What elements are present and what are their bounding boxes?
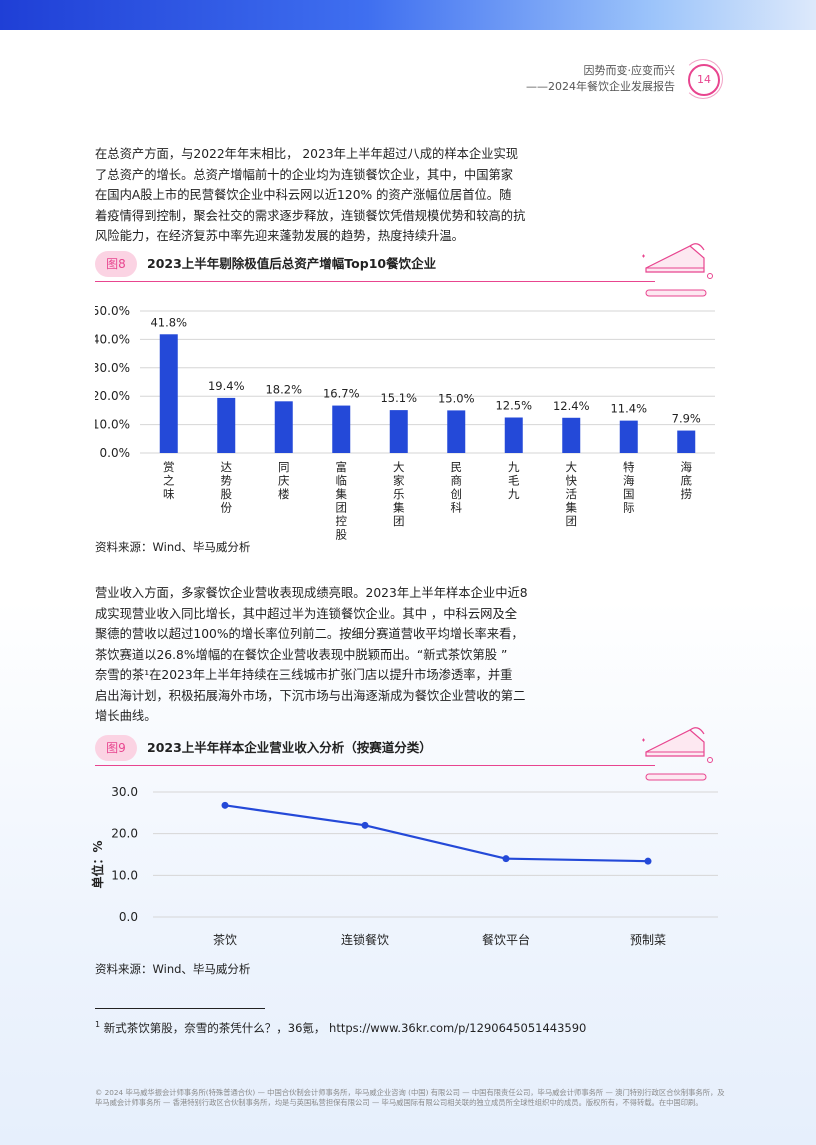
y-tick-label: 30.0 <box>111 785 138 799</box>
y-tick-label: 30.0% <box>95 361 130 375</box>
bar <box>619 420 638 453</box>
bar <box>504 417 523 453</box>
bar <box>332 405 351 453</box>
figure8-header: 图8 2023上半年剔除极值后总资产增幅Top10餐饮企业 <box>95 251 710 282</box>
text-line: 增长曲线。 <box>95 709 157 723</box>
figure9-label: 图9 <box>95 735 137 761</box>
text-line: 营业收入方面，多家餐饮企业营收表现成绩亮眼。2023年上半年样本企业中近8 <box>95 586 528 600</box>
bar <box>274 401 293 453</box>
footnote: 1 新式茶饮第股，奈雪的茶凭什么？，36氪， https://www.36kr.… <box>95 1020 586 1036</box>
footnote-text: 新式茶饮第股，奈雪的茶凭什么？，36氪， https://www.36kr.co… <box>103 1021 587 1035</box>
x-tick-label: 同庆楼 <box>278 460 290 501</box>
y-tick-label: 0.0 <box>119 910 138 924</box>
cake-illustration-icon <box>642 727 713 781</box>
y-axis-label: 单位：% <box>90 840 105 888</box>
x-tick-label: 大快活集团 <box>566 460 578 528</box>
figure9-rule <box>95 765 655 766</box>
text-line: 风险能力，在经济复苏中率先迎来蓬勃发展的趋势，热度持续升温。 <box>95 229 464 243</box>
figure8-source: 资料来源：Wind、毕马威分析 <box>95 540 251 554</box>
data-point <box>502 855 510 863</box>
y-tick-label: 10.0% <box>95 418 130 432</box>
footnote-rule <box>95 1008 265 1009</box>
x-tick-label: 赏之味 <box>163 460 175 501</box>
text-line: 启出海计划，积极拓展海外市场，下沉市场与出海逐渐成为餐饮企业营收的第二 <box>95 688 526 703</box>
x-tick-label: 民商创科 <box>451 460 463 515</box>
bar <box>159 334 178 453</box>
top-banner <box>0 0 816 30</box>
x-tick-label: 海底捞 <box>681 460 693 501</box>
bar-value-label: 15.1% <box>380 391 417 405</box>
bar <box>677 430 696 453</box>
y-tick-label: 10.0 <box>111 868 138 882</box>
x-tick-label: 餐饮平台 <box>482 932 530 947</box>
header-line1: 因势而变·应变而兴 <box>583 64 676 77</box>
background-wash <box>0 600 816 1145</box>
bar <box>389 410 408 453</box>
bar <box>447 410 466 453</box>
text-line: 茶饮赛道以26.8%增幅的在餐饮企业营收表现中脱颖而出。“新式茶饮第股 ” <box>95 647 508 662</box>
x-tick-label: 特海国际 <box>623 460 635 515</box>
bar <box>217 397 236 453</box>
bar-value-label: 18.2% <box>265 382 302 396</box>
x-tick-label: 连锁餐饮 <box>341 932 389 947</box>
figure8-bar-chart: 0.0% 10.0% 20.0% 30.0% 40.0% 50.0% 41.8% 赏之味 19.… <box>95 304 715 540</box>
bar-value-label: 7.9% <box>672 412 701 426</box>
page-number: 14 <box>688 64 720 96</box>
legal-notice: © 2024 毕马威华振会计师事务所(特殊普通合伙) — 中国合伙制会计师事务所… <box>95 1088 725 1107</box>
cake-illustration-icon <box>642 243 713 297</box>
figure8-title: 2023上半年剔除极值后总资产增幅Top10餐饮企业 <box>147 256 437 271</box>
figure9-title: 2023上半年样本企业营业收入分析（按赛道分类） <box>147 740 432 755</box>
figure8-rule <box>95 281 655 282</box>
figure9-header: 图9 2023上半年样本企业营业收入分析（按赛道分类） <box>95 735 710 766</box>
y-tick-label: 50.0% <box>95 304 130 318</box>
text-line: 奈雪的茶¹在2023年上半年持续在三线城市扩张门店以提升市场渗透率，并重 <box>95 668 513 682</box>
text-line: 聚德的营收以超过100%的增长率位列前二。按细分赛道营收平均增长率来看， <box>95 627 524 641</box>
text-line: 在国内A股上市的民营餐饮企业中科云网以近120% 的资产涨幅位居首位。随 <box>95 188 512 202</box>
bar-value-label: 16.7% <box>323 387 360 401</box>
page-badge-ring <box>683 59 723 99</box>
data-point <box>361 821 369 829</box>
bar-value-label: 15.0% <box>438 391 475 405</box>
x-tick-label: 大家乐集团 <box>393 460 405 528</box>
x-tick-label: 达势股份 <box>221 460 233 515</box>
footnote-mark: 1 <box>95 1020 101 1030</box>
y-tick-label: 20.0% <box>95 389 130 403</box>
y-tick-label: 20.0 <box>111 827 138 841</box>
x-tick-label: 九毛九 <box>508 460 520 501</box>
data-point <box>221 801 229 809</box>
x-tick-label: 预制菜 <box>630 933 666 947</box>
bar <box>562 417 581 453</box>
figure9-line-chart: 0.0 10.0 20.0 30.0 单位：% 茶饮 连锁餐饮 餐饮平台 预制菜 <box>90 785 718 947</box>
bar-value-label: 11.4% <box>610 402 647 416</box>
text-line: 着疫情得到控制，聚会社交的需求逐步释放，连锁餐饮凭借规模优势和较高的抗 <box>95 208 526 223</box>
bar-value-label: 41.8% <box>150 315 187 329</box>
y-tick-label: 0.0% <box>100 446 131 460</box>
header-line2: ——2024年餐饮企业发展报告 <box>526 80 675 93</box>
text-line: 成实现营业收入同比增长，其中超过半为连锁餐饮企业。其中 ，中科云网及全 <box>95 606 518 621</box>
x-tick-label: 茶饮 <box>213 932 237 947</box>
paragraph-revenue: 营业收入方面，多家餐饮企业营收表现成绩亮眼。2023年上半年样本企业中近8 成实… <box>95 583 555 727</box>
bar-value-label: 19.4% <box>208 379 245 393</box>
x-tick-label: 富临集团控股 <box>336 460 348 540</box>
series-line <box>224 804 649 863</box>
bar-value-label: 12.5% <box>495 399 532 413</box>
data-point <box>644 857 652 865</box>
y-tick-label: 40.0% <box>95 332 130 346</box>
figure8-label: 图8 <box>95 251 137 277</box>
text-line: 了总资产的增长。总资产增幅前十的企业均为连锁餐饮企业，其中，中国第家 <box>95 167 514 182</box>
figure9-source: 资料来源：Wind、毕马威分析 <box>95 962 251 976</box>
text-line: 在总资产方面，与2022年年末相比， 2023年上半年超过八成的样本企业实现 <box>95 147 519 161</box>
bar-value-label: 12.4% <box>553 399 590 413</box>
paragraph-total-assets: 在总资产方面，与2022年年末相比， 2023年上半年超过八成的样本企业实现 了… <box>95 144 555 247</box>
